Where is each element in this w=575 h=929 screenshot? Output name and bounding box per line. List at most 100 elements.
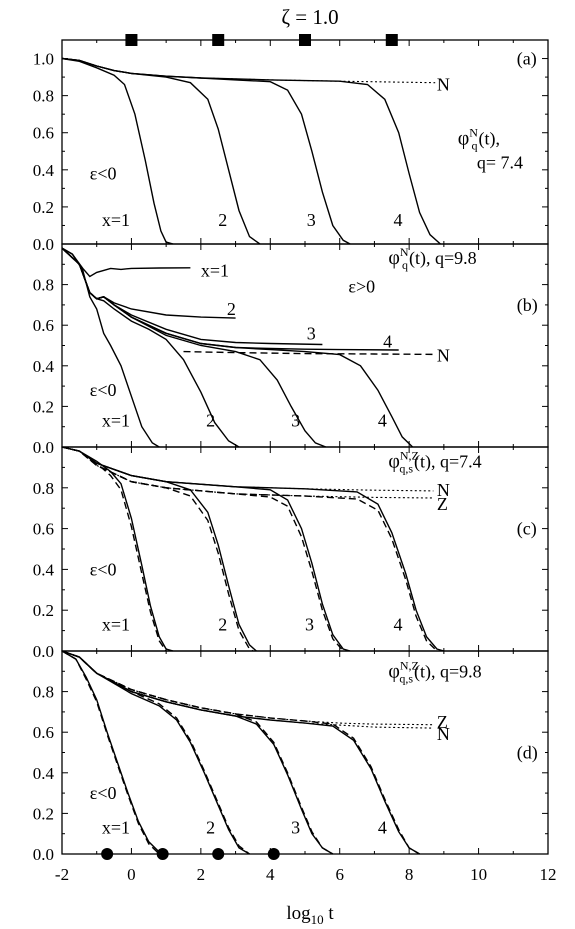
y-tick-label: 0.2 [33,601,54,620]
panel-a: 1.0 0.8 0.6 0.4 0.2 0.0 N (a) φN q(t),q= 7.4 ε<0 x=… [33,39,549,254]
bottom-circle-marker [101,848,114,860]
bottom-circle-marker [212,848,225,860]
x-tick-label: 2 [197,865,206,884]
series-z [61,446,434,499]
annotation: Z [437,712,448,732]
annotation: x=1 [102,210,130,230]
top-square-marker [125,34,138,46]
y-tick-label: 0.6 [33,316,54,335]
annotation: 4 [378,818,387,838]
annotation: 2 [218,210,227,230]
series-x-4-n [61,446,445,652]
panel-c: 0.8 0.6 0.4 0.2 0.0 NZ (c) φN,Z q,s(t), q=7.4 ε<0… [33,446,549,661]
y-tick-label: 1.0 [33,50,54,69]
x-tick-label: -2 [55,865,69,884]
series-z [61,650,434,726]
series-x-4-n [61,650,420,855]
annotation: ε<0 [90,559,117,579]
annotation: φN,Z q,s(t), q=9.8 [388,658,481,685]
y-tick-label: 0.0 [33,642,54,661]
x-tick-label: 10 [470,865,487,884]
series-n [61,57,436,84]
series-x-2-z [61,650,250,855]
y-tick-label: 0.4 [33,764,55,783]
annotation: ε>0 [348,277,375,297]
series-x-1 [61,57,174,245]
y-tick-label: 0.6 [33,723,54,742]
x-tick-label: 4 [266,865,275,884]
annotation: 3 [291,818,300,838]
annotation: 2 [227,299,236,319]
annotation: ε<0 [90,783,117,803]
annotation: 2 [206,818,215,838]
top-square-marker [299,34,311,46]
y-tick-label: 0.6 [33,520,54,539]
plot-frame [61,650,549,855]
series-x-4-0- [61,247,414,448]
annotation: x=1 [201,260,229,280]
y-tick-label: 0.6 [33,124,54,143]
annotation: 4 [394,210,403,230]
series-x-2-0- [61,247,236,319]
y-tick-label: 0.2 [33,397,54,416]
panel-b: 0.8 0.6 0.4 0.2 0.0 x=1 2 3 4 N (b) φN q(t), q=9.8 ε>… [33,243,549,457]
series-x-1-0- [61,247,191,278]
annotation: 3 [291,411,300,431]
panel-d: 0.8 0.6 0.4 0.2 0.0 ZN (d) φN,Z q,s(t), q=9.8 ε<0… [33,650,549,864]
y-tick-label: 0.4 [33,161,55,180]
x-tick-label: 12 [540,865,557,884]
y-tick-label: 0.2 [33,198,54,217]
series-n [183,350,436,356]
series-x-4-z [61,650,420,855]
annotation: (c) [517,519,537,540]
bottom-circle-marker [156,848,169,860]
series-x-4 [61,57,441,245]
top-square-marker [385,34,398,46]
annotation: 4 [378,411,387,431]
annotation: ε<0 [90,380,117,400]
annotation: 3 [307,323,316,343]
y-tick-label: 0.0 [33,845,54,864]
series-n [61,650,434,729]
y-tick-label: 0.4 [33,560,55,579]
plot-frame [61,243,549,448]
panels: 1.0 0.8 0.6 0.4 0.2 0.0 N (a) φN q(t),q= 7.4 ε<0 x=… [33,34,557,884]
y-tick-label: 0.4 [33,357,55,376]
annotation: Z [437,494,448,514]
annotation: 3 [305,614,314,634]
y-tick-label: 0.2 [33,804,54,823]
annotation: (d) [517,743,538,764]
annotation: (a) [517,49,537,70]
annotation: 4 [394,614,403,634]
annotation: N [437,75,450,95]
top-label: ζ = 1.0 [281,5,338,29]
series-x-3-0- [61,247,323,346]
annotation: 2 [206,411,215,431]
annotation: N [437,724,450,744]
annotation: N [437,480,450,500]
y-tick-label: 0.8 [33,276,54,295]
series-x-1-z [61,650,160,855]
y-tick-label: 0.0 [33,438,54,457]
series-x-2-n [61,650,250,855]
x-axis-label: log10 t [286,903,334,927]
series-x-1-n [61,446,174,652]
annotation: φN q(t), q=9.8 [388,245,476,272]
y-tick-label: 0.8 [33,683,54,702]
series-x-4-z [61,446,438,652]
y-tick-label: 0.8 [33,87,54,106]
bottom-circle-marker [267,848,280,860]
annotation: 3 [307,210,316,230]
y-tick-label: 0.0 [33,235,54,254]
annotation: x=1 [102,614,130,634]
annotation: x=1 [102,411,130,431]
annotation: 4 [383,331,392,351]
annotation: ε<0 [90,164,117,184]
annotation: φN,Z q,s(t), q=7.4 [388,448,481,475]
x-tick-label: 6 [335,865,344,884]
series-x-2 [61,57,261,245]
x-tick-label: 0 [127,865,136,884]
annotation: 2 [218,614,227,634]
annotation: (b) [517,295,538,316]
